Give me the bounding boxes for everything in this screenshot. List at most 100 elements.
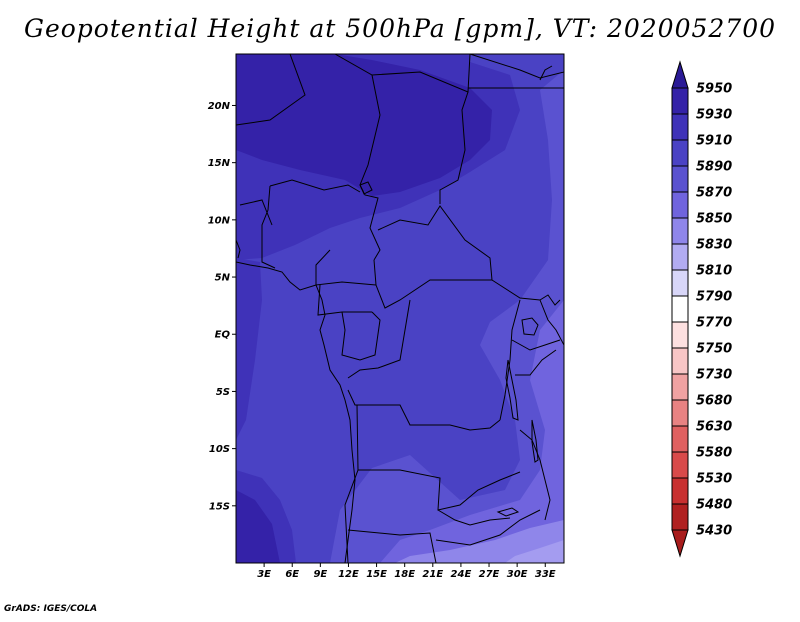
latitude-axis: 20N 15N 10N 5N EQ 5S 10S 15S: [208, 101, 236, 512]
coastline: [236, 261, 356, 563]
lon-tick-label: 15E: [366, 569, 387, 580]
border-line: [347, 529, 437, 563]
lon-tick-label: 3E: [257, 569, 271, 580]
height-shading: [236, 54, 564, 563]
coast-red-sea: [539, 65, 553, 81]
lon-tick-label: 9E: [313, 569, 327, 580]
border-line: [515, 349, 557, 376]
lake-tanganyika: [505, 359, 519, 421]
border-line: [334, 54, 471, 93]
border-line: [377, 205, 541, 301]
colorbar-box: [671, 399, 689, 427]
border-line: [236, 54, 306, 126]
colorbar-box: [671, 477, 689, 505]
lon-tick-label: 33E: [535, 569, 556, 580]
colorbar-label: 5480: [696, 498, 732, 513]
border-line: [359, 74, 381, 261]
lake-victoria: [521, 317, 539, 336]
lon-tick-label: 30E: [507, 569, 528, 580]
lat-tick-label: 5N: [215, 273, 231, 284]
border-line: [519, 429, 551, 521]
border-line: [437, 509, 511, 526]
lon-tick-label: 24E: [451, 569, 472, 580]
colorbar-label: 5950: [696, 82, 732, 97]
lake-malawi: [531, 419, 539, 463]
border-line: [347, 389, 501, 431]
colorbar-bottom-arrow: [671, 529, 689, 558]
border-line: [261, 185, 276, 269]
lon-tick-label: 18E: [394, 569, 415, 580]
colorbar-box: [671, 87, 689, 115]
colorbar-box: [671, 503, 689, 531]
colorbar-label: 5580: [696, 446, 732, 461]
border-line: [539, 299, 564, 346]
colorbar-box: [671, 425, 689, 453]
colorbar-box: [671, 295, 689, 323]
colorbar-label: 5730: [696, 368, 732, 383]
grads-credit: GrADS: IGES/COLA: [4, 604, 98, 614]
border-line: [499, 299, 521, 421]
lon-tick-label: 21E: [422, 569, 443, 580]
shading-5930-north: [236, 54, 492, 196]
shading-5830-corner: [505, 540, 564, 563]
border-line: [317, 284, 372, 316]
colorbar-box: [671, 165, 689, 193]
lat-tick-label: 15N: [208, 158, 231, 169]
colorbar-label: 5750: [696, 342, 732, 357]
colorbar-label: 5810: [696, 264, 732, 279]
coastline: [236, 239, 241, 259]
colorbar-label: 5870: [696, 186, 732, 201]
colorbar-box: [671, 321, 689, 349]
border-line: [511, 339, 561, 351]
lon-tick-label: 12E: [338, 569, 359, 580]
lon-tick-label: 27E: [479, 569, 500, 580]
colorbar-label: 5430: [696, 524, 732, 539]
border-line: [469, 54, 564, 79]
colorbar-box: [671, 269, 689, 297]
colorbar-label: 5770: [696, 316, 732, 331]
border-line: [239, 199, 273, 226]
border-line: [347, 299, 411, 379]
colorbar-label: 5930: [696, 108, 732, 123]
colorbar-label: 5910: [696, 134, 732, 149]
colorbar-box: [671, 373, 689, 401]
colorbar-box: [671, 217, 689, 245]
colorbar-label: 5890: [696, 160, 732, 175]
colorbar-box: [671, 139, 689, 167]
colorbar-box: [671, 191, 689, 219]
lat-tick-label: 5S: [216, 387, 230, 398]
border-line: [435, 509, 541, 546]
colorbar-label: 5530: [696, 472, 732, 487]
lat-tick-label: 10N: [208, 215, 231, 226]
lake-kariba: [496, 507, 520, 517]
colorbar-box: [671, 243, 689, 271]
lake-chad: [359, 181, 373, 195]
coast-east-africa: [539, 294, 561, 306]
border-line: [269, 179, 361, 193]
lon-tick-label: 6E: [285, 569, 299, 580]
lat-tick-label: 20N: [208, 101, 231, 112]
lat-tick-label: 10S: [209, 444, 230, 455]
colorbar-label: 5630: [696, 420, 732, 435]
plot-title: Geopotential Height at 500hPa [gpm], VT:…: [23, 14, 777, 43]
colorbar-label: 5790: [696, 290, 732, 305]
colorbar-box: [671, 347, 689, 375]
shading-5830-southeast: [395, 520, 564, 563]
colorbar-top-arrow: [671, 60, 689, 89]
border-line: [344, 404, 359, 563]
colorbar-label: 5830: [696, 238, 732, 253]
longitude-axis: 3E 6E 9E 12E 15E 18E 21E 24E 27E 30E 33E: [257, 563, 556, 580]
lat-tick-label: EQ: [215, 330, 231, 341]
border-line: [341, 311, 381, 361]
map-frame: [235, 53, 565, 564]
country-borders: [236, 54, 564, 563]
colorbar-box: [671, 451, 689, 479]
colorbar-label: 5850: [696, 212, 732, 227]
shading-5910-west: [236, 258, 262, 440]
colorbar-box: [671, 113, 689, 141]
colorbar: 5950 5930 5910 5890 5870 5850 5830 5810 5790 5770…: [671, 60, 732, 558]
lat-tick-label: 15S: [209, 501, 230, 512]
shading-5930-sw-dark: [236, 490, 280, 563]
colorbar-label: 5680: [696, 394, 732, 409]
